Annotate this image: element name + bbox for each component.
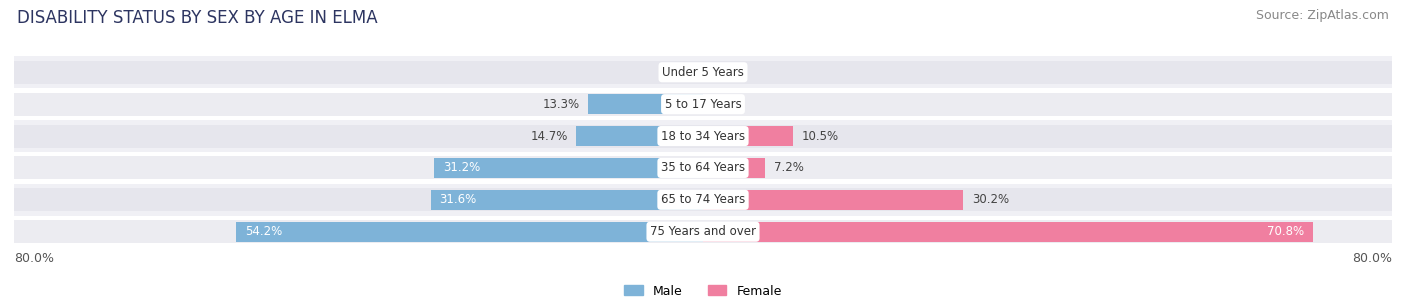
Bar bbox=[703, 126, 793, 146]
Text: 0.0%: 0.0% bbox=[665, 66, 695, 79]
Bar bbox=[14, 157, 1392, 179]
Text: 80.0%: 80.0% bbox=[1353, 252, 1392, 265]
Bar bbox=[236, 222, 703, 242]
Bar bbox=[434, 158, 703, 178]
Bar bbox=[14, 184, 1392, 216]
Text: 0.0%: 0.0% bbox=[711, 98, 741, 111]
Text: 5 to 17 Years: 5 to 17 Years bbox=[665, 98, 741, 111]
Bar bbox=[703, 190, 963, 210]
Text: Source: ZipAtlas.com: Source: ZipAtlas.com bbox=[1256, 9, 1389, 22]
Bar bbox=[14, 188, 1392, 211]
Text: 80.0%: 80.0% bbox=[14, 252, 53, 265]
Bar bbox=[703, 158, 765, 178]
Text: 31.2%: 31.2% bbox=[443, 161, 481, 174]
Text: 30.2%: 30.2% bbox=[972, 193, 1010, 206]
Bar bbox=[14, 88, 1392, 120]
Text: 75 Years and over: 75 Years and over bbox=[650, 225, 756, 238]
Bar bbox=[430, 190, 703, 210]
Bar bbox=[14, 216, 1392, 248]
Bar bbox=[14, 56, 1392, 88]
Bar bbox=[14, 125, 1392, 147]
Text: Under 5 Years: Under 5 Years bbox=[662, 66, 744, 79]
Text: 7.2%: 7.2% bbox=[773, 161, 803, 174]
Text: 31.6%: 31.6% bbox=[440, 193, 477, 206]
Bar bbox=[14, 220, 1392, 243]
Text: 70.8%: 70.8% bbox=[1267, 225, 1305, 238]
Bar bbox=[576, 126, 703, 146]
Text: 35 to 64 Years: 35 to 64 Years bbox=[661, 161, 745, 174]
Bar bbox=[14, 61, 1392, 84]
Text: 13.3%: 13.3% bbox=[543, 98, 579, 111]
Bar bbox=[589, 94, 703, 114]
Bar bbox=[14, 93, 1392, 116]
Text: 0.0%: 0.0% bbox=[711, 66, 741, 79]
Bar bbox=[703, 222, 1313, 242]
Text: 10.5%: 10.5% bbox=[801, 130, 839, 143]
Bar bbox=[14, 120, 1392, 152]
Text: 65 to 74 Years: 65 to 74 Years bbox=[661, 193, 745, 206]
Legend: Male, Female: Male, Female bbox=[624, 285, 782, 298]
Bar bbox=[14, 152, 1392, 184]
Text: DISABILITY STATUS BY SEX BY AGE IN ELMA: DISABILITY STATUS BY SEX BY AGE IN ELMA bbox=[17, 9, 377, 27]
Text: 14.7%: 14.7% bbox=[530, 130, 568, 143]
Text: 54.2%: 54.2% bbox=[245, 225, 283, 238]
Text: 18 to 34 Years: 18 to 34 Years bbox=[661, 130, 745, 143]
